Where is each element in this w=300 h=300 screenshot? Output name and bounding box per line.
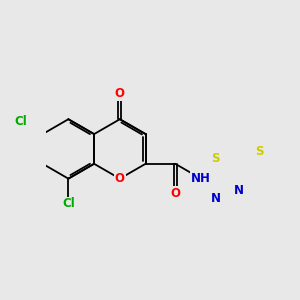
Text: O: O [170, 187, 180, 200]
Text: N: N [210, 192, 220, 205]
Text: O: O [115, 88, 125, 100]
Text: S: S [255, 145, 263, 158]
Text: Cl: Cl [14, 115, 27, 128]
Text: NH: NH [191, 172, 211, 185]
Text: N: N [234, 184, 244, 197]
Text: Cl: Cl [62, 197, 75, 210]
Text: O: O [115, 172, 125, 185]
Text: S: S [211, 152, 220, 165]
